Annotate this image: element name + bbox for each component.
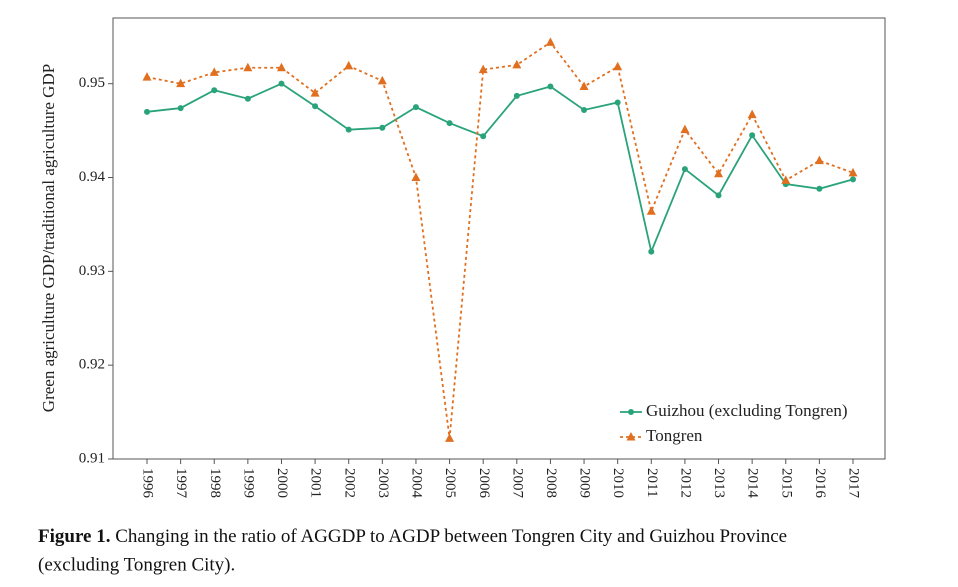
data-point [681,166,688,173]
data-point [177,105,184,112]
x-tick-label: 2012 [677,468,693,498]
x-tick-label: 2016 [812,468,828,499]
data-point [747,109,757,119]
data-point [176,78,186,88]
data-point [814,155,824,165]
x-tick-label: 2000 [274,468,290,498]
data-point [445,433,455,442]
data-point [545,37,555,46]
data-point [581,106,588,113]
x-tick-label: 2011 [644,468,660,497]
y-tick-label: 0.93 [79,263,105,279]
data-point [345,126,352,133]
x-tick-label: 2008 [543,468,559,498]
x-tick-label: 1996 [140,468,156,499]
data-point [244,95,251,102]
x-tick-label: 2017 [846,468,862,499]
series-line [146,82,854,255]
x-tick-label: 1999 [240,468,256,498]
data-point [680,124,690,134]
caption-text-continued: (excluding Tongren City). [38,554,235,575]
legend-label: Tongren [646,426,703,445]
caption-text: Changing in the ratio of AGGDP to AGDP b… [115,526,787,547]
data-point [310,88,320,97]
data-point [547,83,554,90]
data-point [209,67,219,76]
data-point [715,192,722,199]
data-point [312,103,319,110]
data-point [646,206,656,215]
data-point [613,61,623,71]
x-tick-label: 2004 [409,468,425,499]
data-point [344,60,354,70]
data-point [142,72,152,81]
caption: Figure 1. Changing in the ratio of AGGDP… [38,526,787,547]
data-point [480,133,487,140]
data-point [478,64,488,74]
series [142,37,858,442]
legend-marker [626,432,636,441]
x-tick-label: 2002 [341,468,357,498]
x-tick-label: 2013 [711,468,727,498]
y-tick-label: 0.94 [79,169,106,185]
x-tick-label: 2003 [375,468,391,498]
data-point [276,62,286,72]
plot-frame [112,17,886,460]
data-point [379,124,386,131]
series-line [146,41,854,439]
x-tick-label: 2014 [745,468,761,499]
x-tick-label: 2015 [778,468,794,498]
data-point [278,80,285,87]
data-point [781,175,791,184]
x-tick-label: 2009 [577,468,593,498]
data-point [749,132,756,139]
data-point [243,62,253,72]
x-tick-label: 2010 [610,468,626,498]
data-point [513,92,520,99]
data-point [411,172,421,182]
y-tick-label: 0.95 [79,75,105,91]
data-point [579,81,589,90]
data-point [144,108,150,115]
y-axis-title: Green agriculture GDP/traditional agricu… [39,64,58,412]
data-point [714,168,724,178]
x-tick-label: 2007 [509,468,525,499]
data-point [848,167,858,177]
data-point [614,99,621,106]
caption-label: Figure 1. [38,526,110,547]
data-point [648,248,655,255]
legend-marker [628,409,634,415]
x-tick-label: 2005 [442,468,458,498]
x-tick-label: 1998 [207,468,223,498]
data-point [816,185,823,192]
y-tick-label: 0.91 [79,450,105,466]
legend-label: Guizhou (excluding Tongren) [646,401,848,420]
x-tick-label: 2001 [308,468,324,498]
y-tick-label: 0.92 [79,357,105,373]
x-tick-label: 2006 [476,468,492,499]
data-point [850,176,856,183]
data-point [446,120,453,127]
data-point [412,104,419,111]
data-point [377,75,387,85]
x-tick-label: 1997 [173,468,189,499]
series [144,80,856,255]
data-point [512,59,522,69]
data-point [211,87,218,94]
